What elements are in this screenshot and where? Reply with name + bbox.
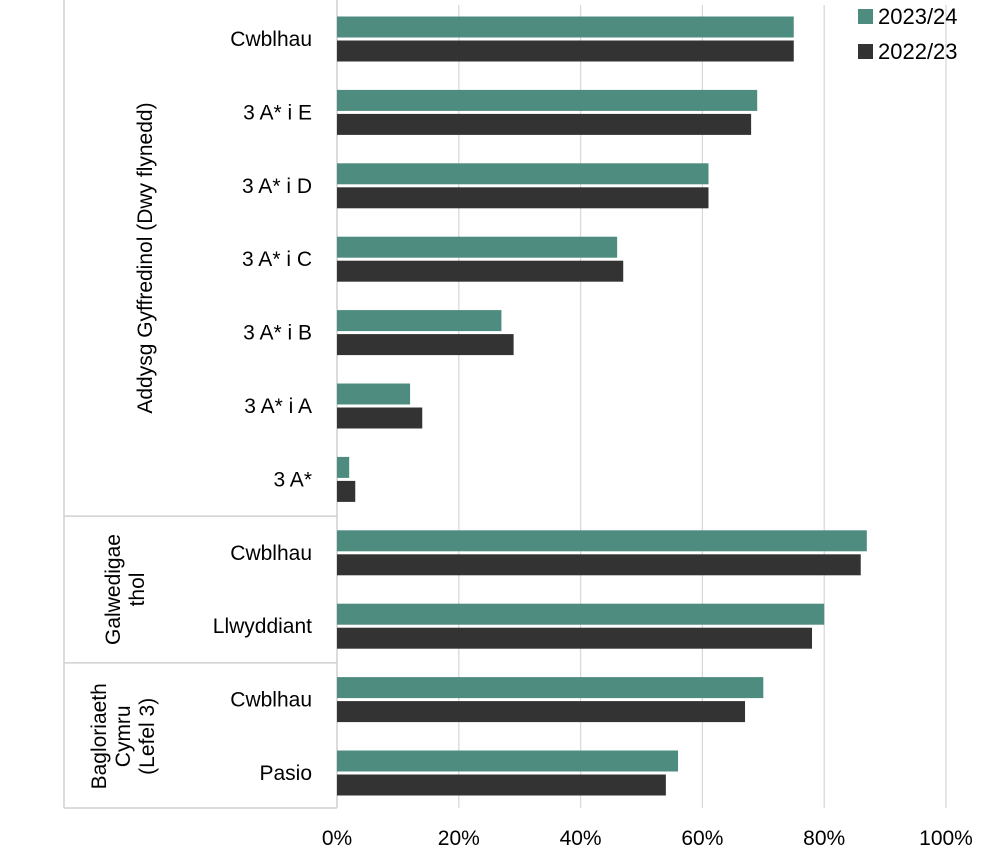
- category-label: 3 A*: [273, 468, 312, 491]
- bar-2023-24-3: [337, 163, 709, 185]
- legend-swatch: [858, 9, 873, 24]
- bar-2022-23-1: [337, 40, 794, 62]
- bar-2023-24-9: [337, 603, 825, 625]
- group-label-line: thol: [126, 573, 149, 607]
- category-label: Cwblhau: [230, 689, 312, 712]
- x-tick-label: 20%: [438, 827, 480, 850]
- bars: [337, 16, 867, 796]
- category-label: 3 A* i B: [243, 322, 312, 345]
- group-label-line: Bagloriaeth: [88, 683, 111, 789]
- group-label-line: Galwedigae: [102, 534, 125, 645]
- bar-2023-24-10: [337, 677, 764, 699]
- group-label: Galwedigaethol: [102, 534, 149, 645]
- category-label: Cwblhau: [230, 28, 312, 51]
- category-label: Pasio: [259, 762, 312, 785]
- x-tick-label: 0%: [322, 827, 352, 850]
- x-tick-label: 100%: [919, 827, 973, 850]
- group-label-line: Cymru: [112, 705, 135, 767]
- group-label: BagloriaethCymru(Lefel 3): [88, 683, 159, 789]
- category-label: 3 A* i A: [244, 395, 312, 418]
- bar-2023-24-11: [337, 750, 679, 772]
- bar-2022-23-7: [337, 480, 356, 502]
- category-labels: Cwblhau 3 A* i E 3 A* i D 3 A* i C 3 A* i B 3…: [213, 28, 312, 785]
- bar-2022-23-6: [337, 407, 423, 429]
- legend-label: 2023/24: [878, 4, 958, 29]
- category-label: Cwblhau: [230, 542, 312, 565]
- bar-2023-24-8: [337, 530, 867, 552]
- legend-label: 2022/23: [878, 39, 958, 64]
- bar-2023-24-5: [337, 310, 502, 332]
- gridlines: [458, 5, 947, 808]
- category-label: 3 A* i D: [242, 175, 312, 198]
- legend-swatch: [858, 44, 873, 59]
- category-label: Llwyddiant: [213, 615, 312, 638]
- bar-2022-23-5: [337, 334, 514, 356]
- bar-2023-24-6: [337, 383, 411, 405]
- bar-2022-23-2: [337, 113, 752, 135]
- x-tick-label: 40%: [560, 827, 602, 850]
- x-tick-label: 60%: [681, 827, 723, 850]
- legend: 2023/24 2022/23: [858, 4, 958, 64]
- category-label: 3 A* i E: [243, 101, 312, 124]
- x-tick-label: 80%: [803, 827, 845, 850]
- group-label-line: (Lefel 3): [136, 698, 159, 775]
- bar-2022-23-8: [337, 554, 861, 576]
- category-label: 3 A* i C: [242, 248, 312, 271]
- group-label-line: Addysg Gyffredinol (Dwy flynedd): [134, 102, 157, 413]
- bar-2023-24-4: [337, 236, 618, 258]
- bar-2022-23-3: [337, 187, 709, 209]
- bar-2022-23-9: [337, 627, 813, 649]
- bar-2022-23-4: [337, 260, 624, 282]
- bar-2023-24-1: [337, 16, 794, 38]
- x-tick-labels: 0% 20% 40% 60% 80% 100%: [322, 827, 973, 850]
- group-label: Addysg Gyffredinol (Dwy flynedd): [134, 102, 157, 413]
- bar-2023-24-7: [337, 456, 350, 478]
- bar-2023-24-2: [337, 89, 758, 111]
- bar-2022-23-10: [337, 701, 746, 723]
- bar-2022-23-11: [337, 774, 666, 796]
- group-labels: Addysg Gyffredinol (Dwy flynedd) Galwedig…: [88, 102, 159, 789]
